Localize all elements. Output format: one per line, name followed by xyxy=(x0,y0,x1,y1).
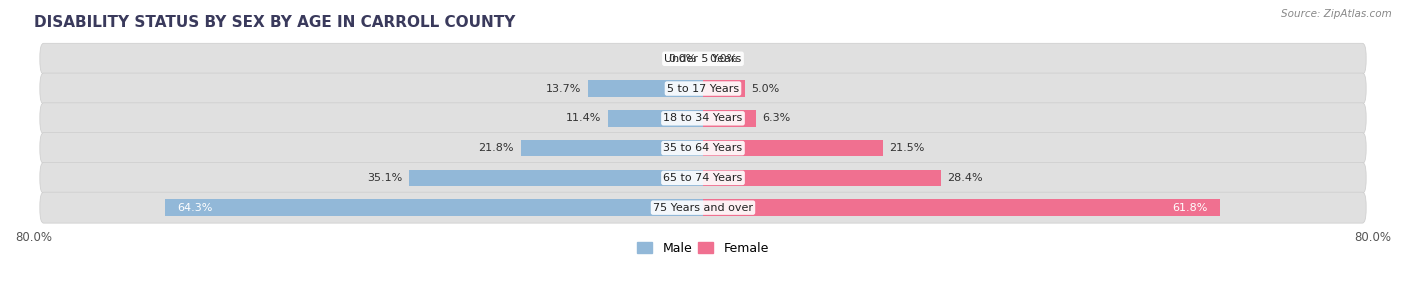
Text: 13.7%: 13.7% xyxy=(547,84,582,94)
Text: 65 to 74 Years: 65 to 74 Years xyxy=(664,173,742,183)
Text: 18 to 34 Years: 18 to 34 Years xyxy=(664,113,742,123)
Text: 5 to 17 Years: 5 to 17 Years xyxy=(666,84,740,94)
FancyBboxPatch shape xyxy=(39,103,1367,134)
Text: 21.5%: 21.5% xyxy=(890,143,925,153)
Bar xyxy=(520,140,703,156)
Bar xyxy=(703,199,1220,216)
Text: 21.8%: 21.8% xyxy=(478,143,513,153)
Text: 28.4%: 28.4% xyxy=(948,173,983,183)
Bar xyxy=(703,80,745,97)
Text: 61.8%: 61.8% xyxy=(1173,203,1208,212)
Text: DISABILITY STATUS BY SEX BY AGE IN CARROLL COUNTY: DISABILITY STATUS BY SEX BY AGE IN CARRO… xyxy=(34,15,515,30)
Bar xyxy=(703,140,883,156)
Text: 11.4%: 11.4% xyxy=(565,113,600,123)
Bar xyxy=(409,170,703,186)
FancyBboxPatch shape xyxy=(39,73,1367,104)
Bar xyxy=(607,110,703,126)
Text: 6.3%: 6.3% xyxy=(762,113,790,123)
FancyBboxPatch shape xyxy=(39,43,1367,74)
Text: 0.0%: 0.0% xyxy=(668,54,696,64)
Legend: Male, Female: Male, Female xyxy=(633,237,773,260)
Text: 0.0%: 0.0% xyxy=(710,54,738,64)
Text: 64.3%: 64.3% xyxy=(177,203,212,212)
FancyBboxPatch shape xyxy=(39,133,1367,164)
Bar xyxy=(703,110,755,126)
Text: Under 5 Years: Under 5 Years xyxy=(665,54,741,64)
FancyBboxPatch shape xyxy=(39,192,1367,223)
FancyBboxPatch shape xyxy=(39,162,1367,193)
Bar xyxy=(703,170,941,186)
Text: 75 Years and over: 75 Years and over xyxy=(652,203,754,212)
Text: 35.1%: 35.1% xyxy=(367,173,402,183)
Text: Source: ZipAtlas.com: Source: ZipAtlas.com xyxy=(1281,9,1392,19)
Bar xyxy=(165,199,703,216)
Text: 35 to 64 Years: 35 to 64 Years xyxy=(664,143,742,153)
Bar xyxy=(588,80,703,97)
Text: 5.0%: 5.0% xyxy=(752,84,780,94)
